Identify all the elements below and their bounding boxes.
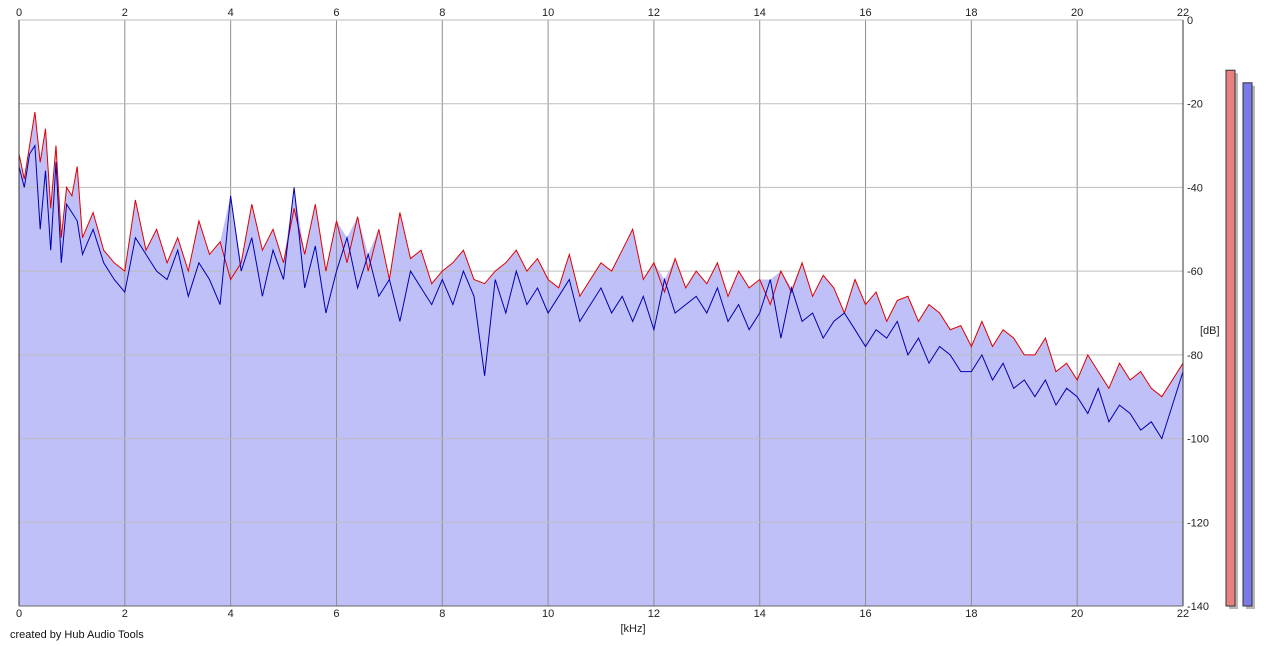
- x-tick-label-bottom: 0: [16, 608, 22, 620]
- x-tick-label-top: 22: [1177, 7, 1189, 19]
- x-tick-label-top: 16: [859, 7, 871, 19]
- x-tick-label-top: 10: [542, 7, 554, 19]
- x-tick-label-bottom: 10: [542, 608, 554, 620]
- spectrum-fill-area: [19, 112, 1183, 606]
- x-tick-label-top: 12: [648, 7, 660, 19]
- y-tick-label: 0: [1187, 15, 1193, 27]
- x-tick-label-top: 2: [122, 7, 128, 19]
- x-tick-label-bottom: 18: [965, 608, 977, 620]
- x-tick-label-top: 4: [228, 7, 234, 19]
- x-tick-label-top: 0: [16, 7, 22, 19]
- tick-labels: 002244668810101212141416161818202022220-…: [16, 7, 1209, 620]
- y-tick-label: -100: [1187, 434, 1209, 446]
- x-tick-label-top: 8: [439, 7, 445, 19]
- level-meters: [1225, 69, 1255, 610]
- x-tick-label-top: 14: [754, 7, 766, 19]
- series-line-1: [18, 112, 1184, 398]
- series-line-2: [18, 144, 1184, 440]
- y-tick-label: -20: [1187, 99, 1203, 111]
- y-tick-label: -80: [1187, 350, 1203, 362]
- credit-text: created by Hub Audio Tools: [10, 629, 144, 641]
- x-tick-label-bottom: 12: [648, 608, 660, 620]
- level-meter-bar: [1225, 69, 1236, 607]
- x-tick-label-bottom: 6: [333, 608, 339, 620]
- x-tick-label-top: 20: [1071, 7, 1083, 19]
- x-tick-label-bottom: 16: [859, 608, 871, 620]
- x-tick-label-bottom: 8: [439, 608, 445, 620]
- axes: [18, 20, 1184, 607]
- level-meter-bar: [1242, 82, 1253, 607]
- x-tick-label-bottom: 22: [1177, 608, 1189, 620]
- x-tick-label-top: 18: [965, 7, 977, 19]
- y-tick-label: -120: [1187, 517, 1209, 529]
- x-axis-label: [kHz]: [620, 623, 645, 635]
- x-tick-label-bottom: 14: [754, 608, 766, 620]
- x-tick-label-bottom: 4: [228, 608, 234, 620]
- x-tick-label-bottom: 20: [1071, 608, 1083, 620]
- spectrum-area: [19, 112, 1183, 606]
- x-tick-label-bottom: 2: [122, 608, 128, 620]
- y-tick-label: -60: [1187, 266, 1203, 278]
- x-tick-label-top: 6: [333, 7, 339, 19]
- spectrum-series: [18, 112, 1184, 440]
- y-axis-label: [dB]: [1200, 325, 1220, 337]
- y-tick-label: -140: [1187, 601, 1209, 613]
- y-tick-label: -40: [1187, 182, 1203, 194]
